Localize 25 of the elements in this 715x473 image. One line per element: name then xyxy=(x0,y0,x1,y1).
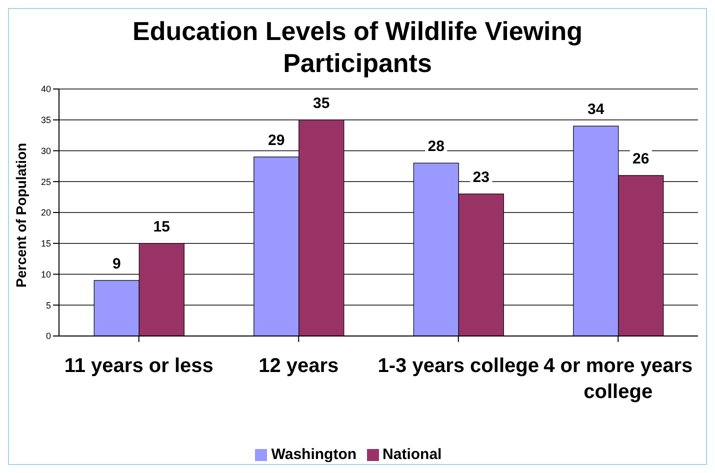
x-tick-label: 4 or more years college xyxy=(544,355,693,404)
y-tick-label: 30 xyxy=(40,146,51,156)
data-label: 9 xyxy=(112,255,121,272)
x-tick-label: 11 years or less xyxy=(64,355,214,378)
y-tick-label: 10 xyxy=(40,269,51,280)
y-tick-label: 5 xyxy=(46,300,51,310)
legend-label: Washington xyxy=(271,446,357,463)
x-tick-label: 1-3 years college xyxy=(378,355,539,378)
y-tick-label: 40 xyxy=(40,84,51,94)
data-label: 26 xyxy=(632,150,650,168)
legend-label: National xyxy=(382,446,442,463)
data-label: 34 xyxy=(588,101,605,118)
y-axis-title: Percent of Population xyxy=(12,142,29,288)
data-label: 29 xyxy=(268,132,285,149)
y-tick-label: 0 xyxy=(46,331,51,342)
x-tick-label: 12 years xyxy=(258,355,339,378)
y-tick-label: 20 xyxy=(40,208,51,218)
data-label: 28 xyxy=(428,138,444,156)
y-tick-label: 15 xyxy=(40,238,51,249)
data-label: 35 xyxy=(313,94,330,112)
data-label: 15 xyxy=(153,218,170,236)
data-label: 23 xyxy=(472,168,490,186)
y-tick-label: 25 xyxy=(40,176,51,187)
y-tick-label: 35 xyxy=(40,115,51,126)
chart-title: Education Levels of Wildlife Viewing Participants xyxy=(131,15,584,79)
